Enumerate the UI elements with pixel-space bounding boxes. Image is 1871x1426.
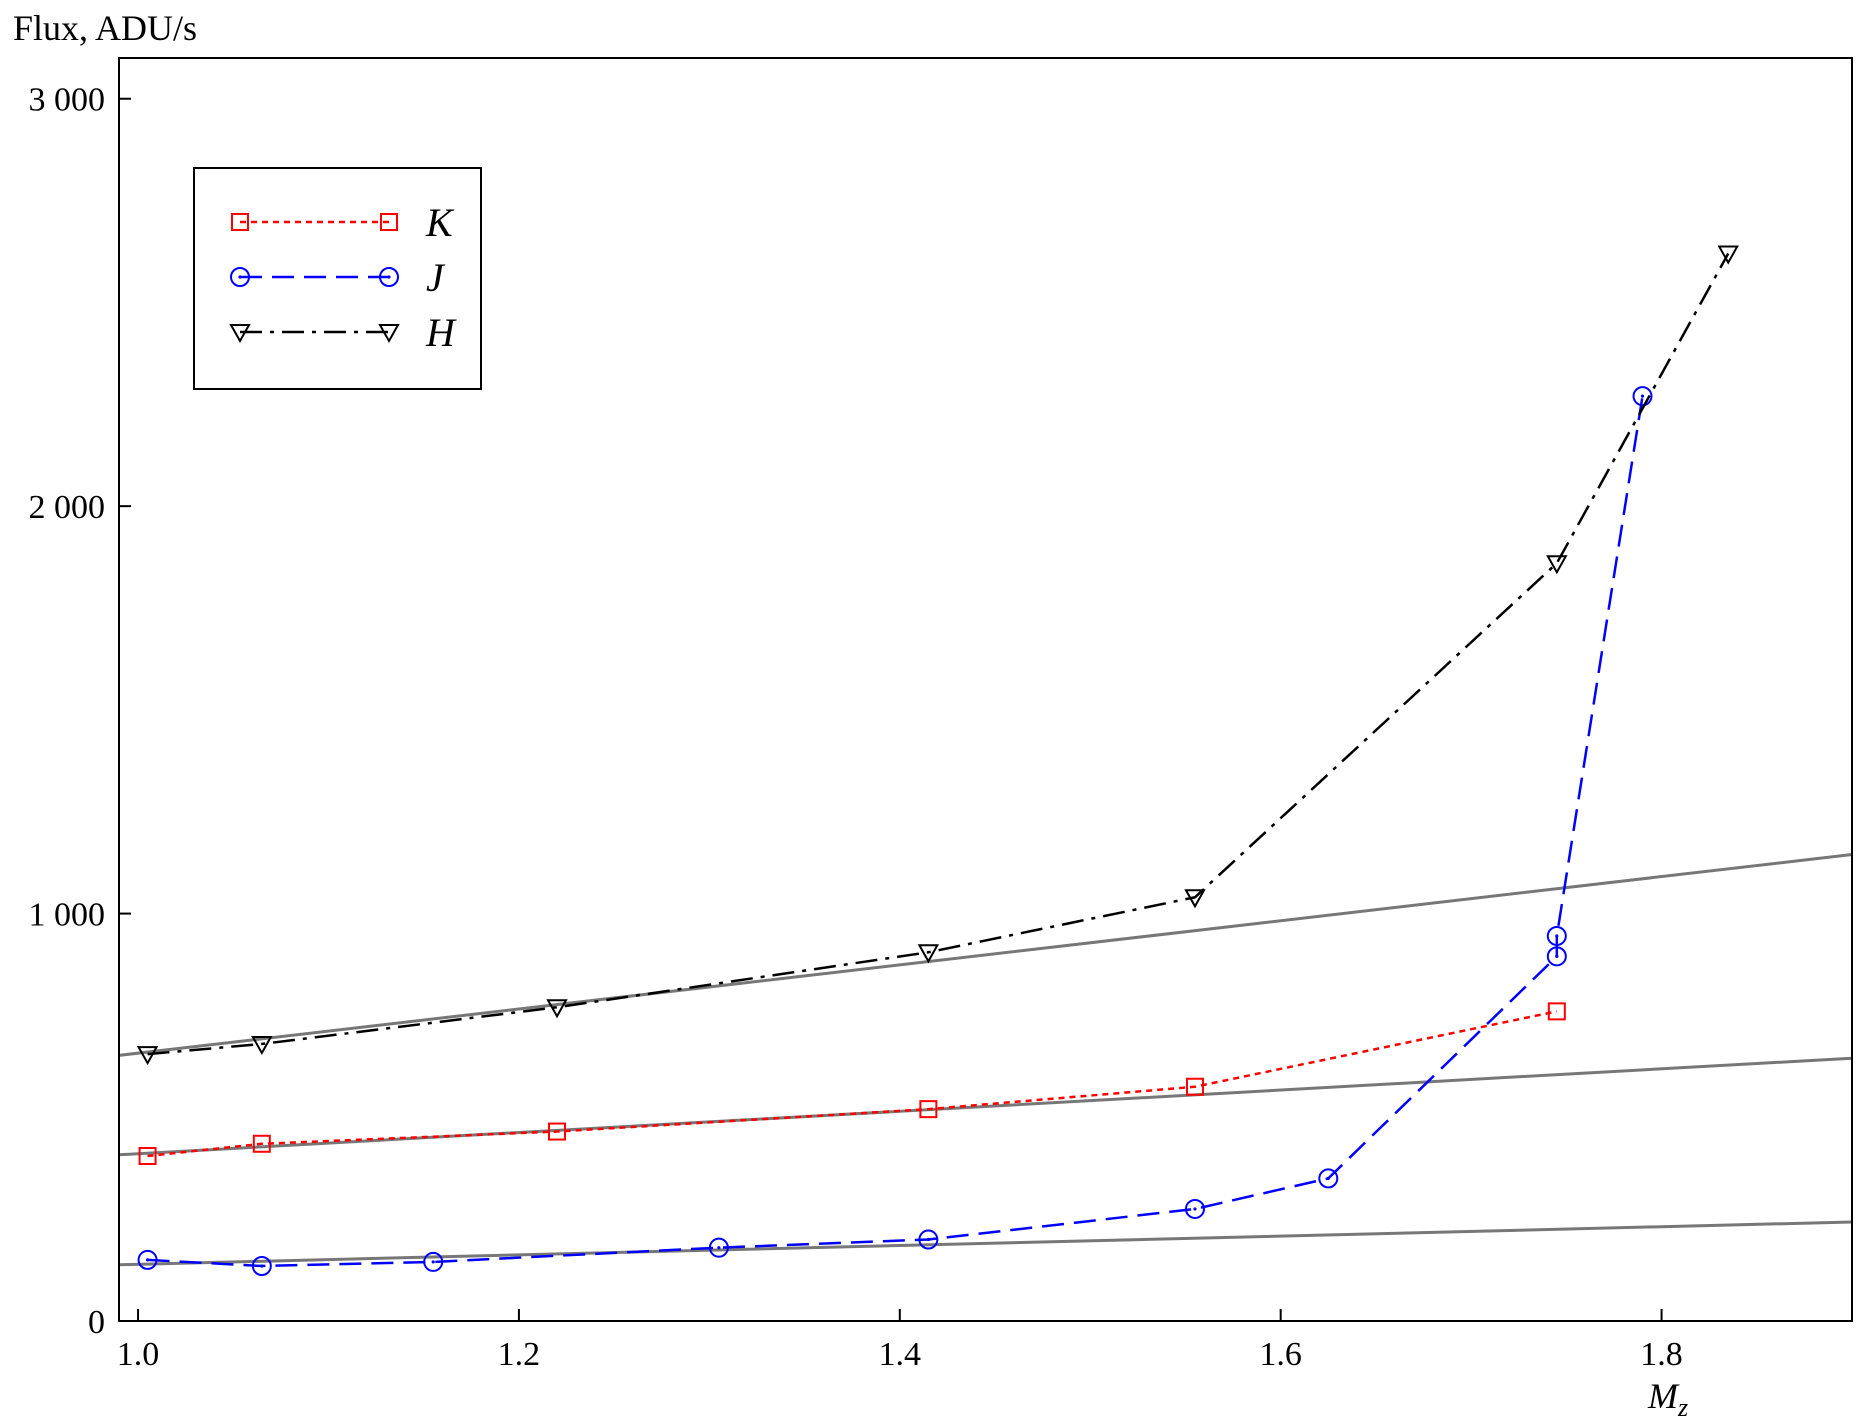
axis-ticks: 1.0 1.2 1.4 1.6 1.8 0 1 000 2 000 3 000: [29, 82, 1683, 1373]
series-line: [147, 1010, 1558, 1158]
legend-marker-start: [229, 324, 251, 344]
data-point: [917, 944, 940, 964]
series-line: [147, 395, 1644, 1268]
marker-dot: [717, 1246, 721, 1250]
data-point: [1632, 386, 1653, 407]
data-point: [137, 1249, 158, 1270]
series-line: [147, 252, 1730, 1056]
marker-ring: [1632, 386, 1653, 407]
fit-line: [118, 853, 1853, 1057]
x-tick-label: 1.6: [1259, 1336, 1302, 1373]
legend-marker-end: [379, 267, 399, 287]
legend-marker-start: [230, 267, 250, 287]
data-point: [138, 1146, 157, 1165]
marker-ring: [251, 1255, 272, 1276]
marker-dot: [238, 275, 242, 279]
marker-dot: [145, 1258, 150, 1262]
y-tick-label: 3 000: [29, 82, 106, 119]
y-tick-label: 0: [88, 1304, 105, 1341]
data-point: [1547, 1002, 1566, 1021]
data-point: [136, 1046, 159, 1066]
marker-ring: [137, 1249, 158, 1270]
legend-marker-end: [380, 213, 398, 231]
x-tick-label: 1.2: [498, 1336, 541, 1373]
marker-ring: [1546, 925, 1567, 946]
legend-item-K: K: [231, 200, 455, 245]
y-tick-label: 2 000: [29, 489, 106, 526]
data-point: [423, 1251, 444, 1272]
legend-box: [193, 167, 482, 390]
plot-frame: [118, 57, 1853, 1322]
y-tick-label: 1 000: [29, 897, 106, 934]
marker-ring: [1318, 1168, 1339, 1189]
data-point: [1546, 946, 1567, 967]
x-axis-title: Mz: [1647, 1376, 1688, 1422]
marker-ring: [1184, 1198, 1205, 1219]
x-tick-label: 1.4: [879, 1336, 922, 1373]
marker-ring: [379, 267, 399, 287]
data-point: [1717, 245, 1739, 265]
legend-label: K: [425, 200, 455, 245]
fit-line: [118, 1056, 1853, 1157]
marker-ring: [423, 1251, 444, 1272]
marker-dot: [1193, 1207, 1197, 1211]
marker-dot: [431, 1260, 435, 1264]
series-H: [136, 245, 1739, 1066]
data-point: [1184, 1198, 1205, 1219]
legend-label: H: [425, 310, 457, 355]
legend-items: KJH: [229, 200, 457, 355]
legend-item-J: J: [230, 255, 446, 300]
data-point: [251, 1255, 272, 1276]
legend-marker-start: [231, 213, 249, 231]
series-K: [138, 1002, 1566, 1165]
data-point: [1546, 555, 1568, 575]
legend-item-H: H: [229, 310, 457, 355]
data-point: [252, 1134, 271, 1153]
data-point: [548, 1122, 567, 1141]
marker-dot: [260, 1264, 264, 1268]
x-axis-title-main: M: [1647, 1376, 1680, 1416]
y-axis-title: Flux, ADU/s: [13, 8, 197, 48]
x-tick-label: 1.8: [1640, 1336, 1683, 1373]
data-point: [546, 999, 568, 1019]
marker-dot: [926, 1237, 930, 1242]
marker-dot: [1640, 394, 1645, 398]
marker-dot: [1555, 954, 1559, 958]
data-point: [1546, 925, 1567, 946]
data-point: [1184, 889, 1206, 909]
data-series: [136, 245, 1739, 1276]
marker-ring: [1546, 946, 1567, 967]
data-point: [708, 1237, 729, 1258]
x-tick-label: 1.0: [117, 1336, 160, 1373]
data-point: [251, 1035, 273, 1055]
fit-line: [118, 1220, 1853, 1267]
series-J: [137, 386, 1653, 1276]
legend-marker-end: [378, 324, 400, 344]
legend: KJH: [193, 167, 482, 390]
data-point: [1185, 1077, 1204, 1096]
marker-dot: [1555, 934, 1559, 938]
data-point: [919, 1100, 938, 1119]
data-point: [918, 1229, 939, 1250]
x-axis-title-subscript: z: [1677, 1393, 1688, 1422]
marker-ring: [918, 1229, 939, 1250]
marker-dot: [1326, 1176, 1330, 1181]
data-point: [1318, 1168, 1339, 1189]
marker-dot: [387, 275, 391, 279]
legend-label: J: [426, 255, 446, 300]
marker-ring: [230, 267, 250, 287]
marker-ring: [708, 1237, 729, 1258]
fit-lines: [118, 853, 1853, 1267]
